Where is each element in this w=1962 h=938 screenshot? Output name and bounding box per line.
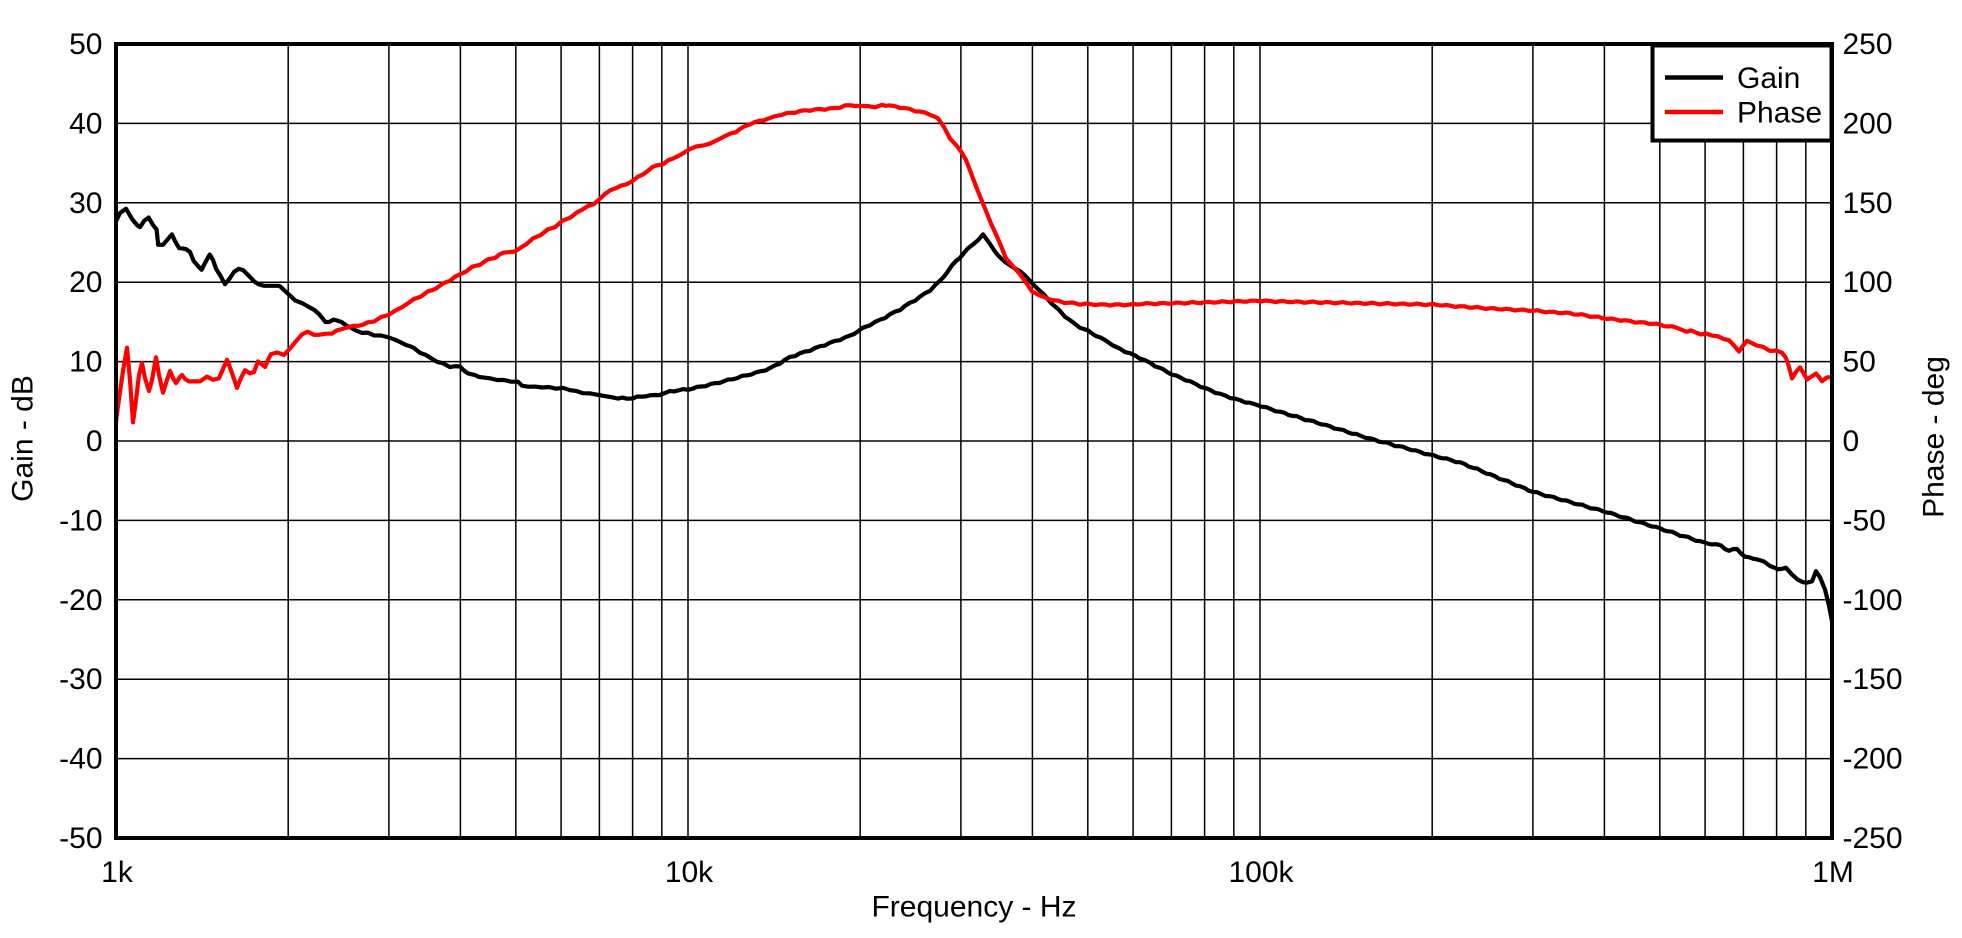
svg-text:100: 100 — [1843, 266, 1893, 299]
svg-text:-10: -10 — [59, 504, 102, 537]
svg-text:200: 200 — [1843, 107, 1893, 140]
svg-text:Phase - deg: Phase - deg — [1918, 356, 1951, 518]
svg-text:-100: -100 — [1843, 584, 1903, 617]
svg-text:40: 40 — [69, 107, 102, 140]
svg-text:Gain: Gain — [1737, 62, 1800, 95]
svg-text:-50: -50 — [59, 822, 102, 855]
svg-text:1M: 1M — [1812, 856, 1854, 889]
svg-text:50: 50 — [1843, 346, 1876, 379]
svg-text:20: 20 — [69, 266, 102, 299]
svg-text:10k: 10k — [665, 856, 714, 889]
svg-text:-20: -20 — [59, 584, 102, 617]
svg-text:0: 0 — [1843, 425, 1860, 458]
svg-text:-200: -200 — [1843, 743, 1903, 776]
svg-text:50: 50 — [69, 28, 102, 61]
svg-text:-250: -250 — [1843, 822, 1903, 855]
svg-text:-150: -150 — [1843, 663, 1903, 696]
svg-text:Phase: Phase — [1737, 97, 1822, 130]
svg-text:100k: 100k — [1228, 856, 1294, 889]
svg-text:Frequency - Hz: Frequency - Hz — [871, 891, 1076, 924]
svg-text:-40: -40 — [59, 743, 102, 776]
svg-text:1k: 1k — [101, 856, 134, 889]
svg-text:10: 10 — [69, 346, 102, 379]
svg-text:250: 250 — [1843, 28, 1893, 61]
svg-text:-50: -50 — [1843, 504, 1886, 537]
svg-text:-30: -30 — [59, 663, 102, 696]
svg-text:30: 30 — [69, 187, 102, 220]
svg-text:0: 0 — [86, 425, 103, 458]
svg-text:150: 150 — [1843, 187, 1893, 220]
svg-text:Gain - dB: Gain - dB — [7, 375, 40, 502]
